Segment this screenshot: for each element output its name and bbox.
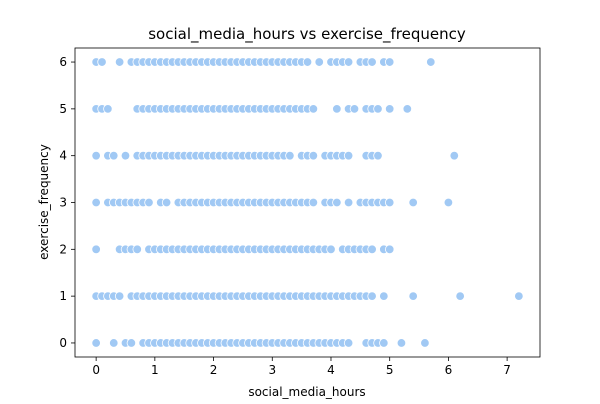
x-tick-label: 0 [92,363,100,377]
chart-title: social_media_hours vs exercise_frequency [148,25,466,44]
scatter-point [326,244,336,255]
scatter-point [373,150,383,161]
y-tick-label: 1 [59,289,67,303]
y-tick-label: 6 [59,55,67,69]
x-tick-label: 6 [445,363,453,377]
scatter-point [109,338,119,348]
scatter-point [103,104,113,114]
scatter-point [114,57,125,67]
scatter-point [302,57,313,67]
y-tick-label: 2 [59,242,67,256]
scatter-point [97,57,107,67]
scatter-point [408,197,418,208]
x-tick-label: 1 [151,363,159,377]
scatter-point [314,57,324,67]
scatter-point [308,150,319,161]
scatter-point [396,338,407,348]
scatter-point [367,57,377,67]
scatter-point [91,244,101,255]
scatter-point [161,197,172,208]
y-axis-label: exercise_frequency [37,144,51,260]
scatter-point [114,291,125,301]
y-tick-label: 3 [59,196,67,210]
x-tick-label: 5 [386,363,394,377]
x-axis-label: social_media_hours [248,385,365,399]
scatter-point [426,57,436,67]
scatter-point [126,338,137,348]
scatter-point [420,338,430,348]
scatter-point [91,150,101,161]
x-tick-label: 4 [327,363,335,377]
scatter-point [455,291,465,301]
y-tick-label: 5 [59,102,67,116]
scatter-point [132,244,142,255]
scatter-point [349,104,360,114]
scatter-point [443,197,454,208]
x-tick-label: 2 [210,363,218,377]
scatter-point [332,104,342,114]
scatter-point [308,104,319,114]
scatter-point [384,197,395,208]
scatter-point [367,291,377,301]
scatter-point [343,150,354,161]
scatter-point [109,150,119,161]
scatter-point [373,104,383,114]
scatter-point [120,150,131,161]
scatter-point [91,197,101,208]
x-tick-label: 7 [503,363,511,377]
scatter-point [144,197,154,208]
y-tick-label: 4 [59,149,67,163]
scatter-point [402,104,413,114]
y-tick-label: 0 [59,336,67,350]
scatter-point [379,338,389,348]
scatter-point [384,104,395,114]
plot-frame [74,47,541,358]
scatter-point [343,57,354,67]
scatter-point [343,197,354,208]
scatter-point [514,291,524,301]
scatter-point [367,244,377,255]
scatter-point [285,150,295,161]
scatter-point [449,150,459,161]
scatter-point [384,244,395,255]
scatter-point [91,338,101,348]
scatter-point [332,197,342,208]
scatter-point [343,338,354,348]
x-tick-label: 3 [268,363,276,377]
scatter-point [308,197,319,208]
scatter-point [384,57,395,67]
scatter-point [408,291,418,301]
scatter-point [379,291,389,301]
